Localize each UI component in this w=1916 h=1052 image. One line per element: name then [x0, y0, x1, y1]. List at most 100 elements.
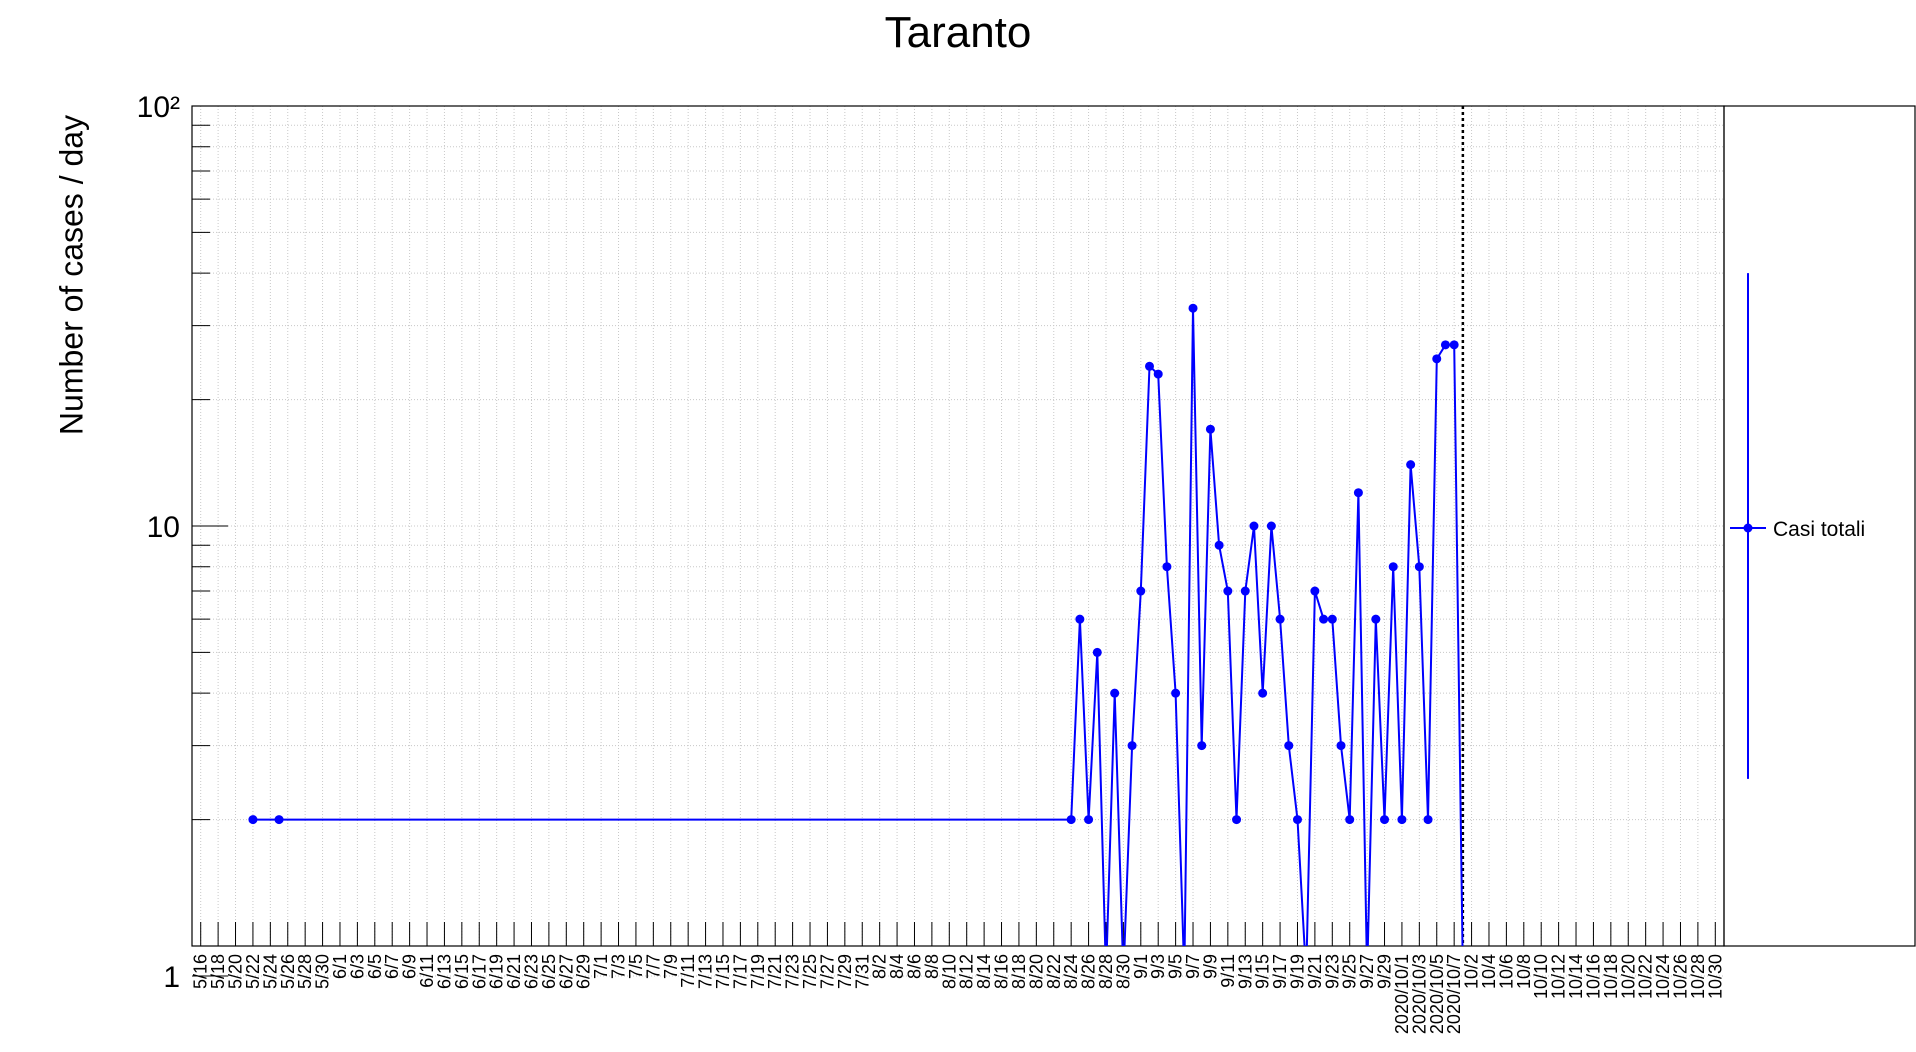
x-tick-label: 5/24: [260, 954, 280, 989]
x-tick-label: 7/25: [800, 954, 820, 989]
x-tick-label: 6/1: [330, 954, 350, 979]
data-point: [1066, 815, 1076, 825]
legend: Casi totali: [1730, 273, 1865, 779]
data-point: [1397, 815, 1407, 825]
x-tick-label: 8/2: [870, 954, 890, 979]
x-tick-label: 2020/10/1: [1392, 954, 1412, 1034]
data-point: [1171, 688, 1181, 698]
x-tick-label: 10/22: [1636, 954, 1656, 999]
x-tick-label: 10/6: [1496, 954, 1516, 989]
x-tick-label: 7/5: [626, 954, 646, 979]
x-tick-label: 9/3: [1148, 954, 1168, 979]
data-point: [1423, 815, 1433, 825]
x-tick-label: 7/17: [730, 954, 750, 989]
x-tick-label: 9/29: [1375, 954, 1395, 989]
x-tick-label: 8/26: [1079, 954, 1099, 989]
data-point: [1275, 614, 1285, 624]
x-tick-label: 2020/10/3: [1409, 954, 1429, 1034]
x-tick-label: 8/30: [1113, 954, 1133, 989]
data-point: [1214, 540, 1224, 550]
x-tick-label: 7/3: [609, 954, 629, 979]
x-tick-label: 8/22: [1044, 954, 1064, 989]
data-point: [1345, 815, 1355, 825]
data-point: [1284, 741, 1294, 751]
x-tick-label: 7/9: [661, 954, 681, 979]
x-tick-label: 6/25: [539, 954, 559, 989]
x-tick-label: 7/27: [817, 954, 837, 989]
y-tick-label: 10: [147, 511, 180, 544]
x-tick-label: 6/27: [556, 954, 576, 989]
x-tick-label: 6/7: [382, 954, 402, 979]
x-tick-label: 10/12: [1549, 954, 1569, 999]
x-tick-label: 9/17: [1270, 954, 1290, 989]
x-tick-label: 6/9: [400, 954, 420, 979]
x-tick-label: 9/21: [1305, 954, 1325, 989]
x-tick-label: 8/8: [922, 954, 942, 979]
x-tick-label: 7/31: [852, 954, 872, 989]
x-tick-label: 8/6: [904, 954, 924, 979]
x-tick-label: 6/3: [347, 954, 367, 979]
x-tick-label: 10/20: [1618, 954, 1638, 999]
x-tick-label: 10/16: [1583, 954, 1603, 999]
x-tick-label: 10/30: [1705, 954, 1725, 999]
x-tick-label: 7/19: [748, 954, 768, 989]
data-point: [1406, 460, 1416, 470]
data-point: [1092, 647, 1102, 657]
axes: 11010²5/165/185/205/225/245/265/285/306/…: [137, 91, 1916, 1034]
x-tick-label: 7/23: [783, 954, 803, 989]
data-point: [1292, 815, 1302, 825]
data-point: [1127, 741, 1137, 751]
data-point: [1249, 521, 1259, 531]
x-tick-label: 9/25: [1340, 954, 1360, 989]
data-point: [1353, 488, 1363, 498]
y-tick-label: 10²: [137, 91, 180, 124]
x-tick-label: 6/11: [417, 954, 437, 988]
x-tick-label: 10/18: [1601, 954, 1621, 999]
x-tick-label: 6/15: [452, 954, 472, 989]
x-tick-label: 10/26: [1670, 954, 1690, 999]
data-point: [1371, 614, 1381, 624]
x-tick-label: 7/7: [643, 954, 663, 979]
x-tick-label: 8/14: [974, 954, 994, 989]
data-point: [274, 815, 284, 825]
data-point: [1075, 614, 1085, 624]
x-tick-label: 6/19: [487, 954, 507, 989]
x-tick-label: 10/24: [1653, 954, 1673, 999]
data-point: [1145, 361, 1154, 371]
x-tick-label: 10/4: [1479, 954, 1499, 989]
x-tick-label: 9/15: [1253, 954, 1273, 989]
x-tick-label: 9/11: [1218, 954, 1238, 988]
data-point: [1153, 369, 1163, 379]
data-point: [1136, 586, 1146, 596]
x-tick-label: 5/20: [226, 954, 246, 989]
x-tick-label: 10/10: [1531, 954, 1551, 999]
x-tick-label: 6/17: [469, 954, 489, 989]
x-tick-label: 6/29: [574, 954, 594, 989]
data-point: [1223, 586, 1233, 596]
data-point: [1266, 521, 1276, 531]
data-point: [1414, 562, 1424, 572]
data-point: [1162, 562, 1172, 572]
data-point: [1319, 614, 1329, 624]
x-tick-label: 8/12: [957, 954, 977, 989]
data-point: [1310, 586, 1320, 596]
x-tick-label: 7/21: [765, 954, 785, 989]
data-point: [1380, 815, 1390, 825]
x-tick-label: 5/18: [208, 954, 228, 989]
data-point: [1440, 340, 1450, 350]
x-tick-label: 9/23: [1322, 954, 1342, 989]
x-tick-label: 2020/10/5: [1427, 954, 1447, 1034]
data-point: [1232, 815, 1242, 825]
data-point: [1205, 424, 1215, 434]
data-point: [1240, 586, 1250, 596]
data-point: [1188, 303, 1198, 313]
x-tick-label: 10/8: [1514, 954, 1534, 989]
x-tick-label: 6/5: [365, 954, 385, 979]
data-point: [1110, 688, 1120, 698]
grid-lines: [192, 105, 1724, 977]
x-tick-label: 5/16: [191, 954, 211, 989]
legend-marker: [1743, 523, 1753, 533]
x-tick-label: 8/10: [939, 954, 959, 989]
chart-title: Taranto: [884, 8, 1032, 57]
x-tick-label: 8/4: [887, 954, 907, 979]
